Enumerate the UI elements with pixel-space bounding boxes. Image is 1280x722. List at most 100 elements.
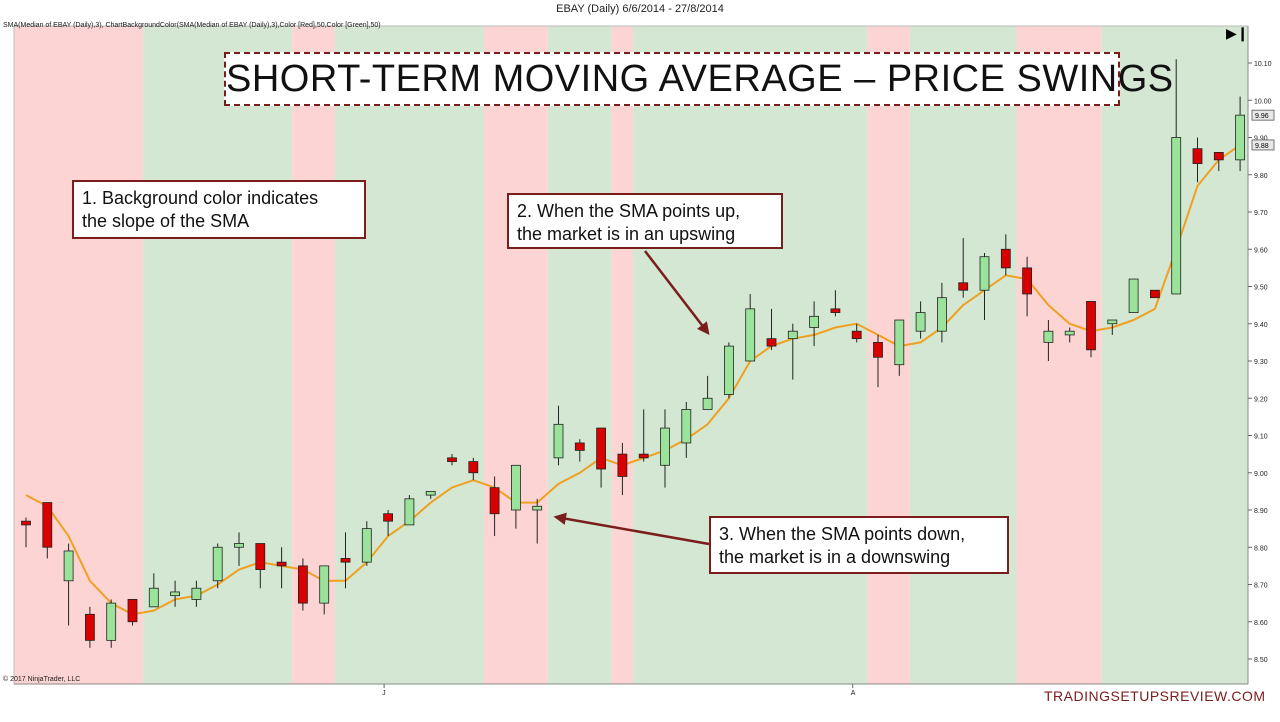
price-tick-label: 9.10 bbox=[1254, 434, 1268, 441]
price-tick-label: 9.60 bbox=[1254, 247, 1268, 254]
candle bbox=[63, 543, 74, 626]
candle-body-up bbox=[191, 587, 202, 600]
last-price-marker: 9.96 bbox=[1251, 109, 1275, 121]
candle-body-up bbox=[1064, 330, 1075, 336]
candle bbox=[106, 599, 117, 648]
background-bands bbox=[14, 26, 1248, 684]
candle bbox=[319, 565, 330, 615]
candle-body-down bbox=[489, 487, 500, 515]
price-tick-label: 10.00 bbox=[1254, 98, 1272, 105]
price-chart[interactable]: 8.50 8.60 8.70 8.80 8.90 9.00 9.10 9.20 9.30 9.40… bbox=[0, 18, 1280, 717]
candle-body-up bbox=[660, 427, 670, 466]
price-tick-label: 9.30 bbox=[1254, 359, 1268, 366]
candles bbox=[21, 59, 1245, 648]
candle-body-down bbox=[1022, 267, 1032, 295]
annotation-1-line2: the slope of the SMA bbox=[82, 211, 250, 231]
candle bbox=[979, 252, 990, 321]
candle bbox=[21, 517, 31, 548]
candle bbox=[297, 558, 308, 611]
chart-title: SHORT-TERM MOVING AVERAGE – PRICE SWINGS bbox=[224, 52, 1173, 106]
candle bbox=[596, 427, 606, 488]
candle bbox=[915, 301, 926, 339]
candle bbox=[937, 282, 947, 343]
candle-body-up bbox=[148, 587, 159, 608]
candle-body-down bbox=[851, 330, 862, 340]
price-tick-label: 9.20 bbox=[1254, 396, 1268, 403]
bg-band-up bbox=[909, 26, 1017, 684]
candle bbox=[1171, 59, 1182, 295]
candle-body-up bbox=[724, 345, 734, 395]
price-tick-label: 9.80 bbox=[1254, 173, 1268, 180]
indicator-label: SMA(Median of EBAY (Daily),3), ChartBack… bbox=[3, 22, 381, 29]
candle-body-up bbox=[681, 409, 692, 444]
candle-body-down bbox=[1086, 300, 1096, 351]
month-label: J bbox=[382, 690, 386, 697]
last-price-box bbox=[1251, 109, 1275, 121]
candle bbox=[660, 409, 670, 488]
candle-body-down bbox=[42, 502, 53, 548]
candle bbox=[127, 599, 138, 626]
annotation-3-line1: 3. When the SMA points down, bbox=[719, 524, 966, 544]
candle-body-down bbox=[276, 561, 287, 567]
bg-band-down bbox=[611, 26, 634, 684]
price-tick-label: 9.70 bbox=[1254, 210, 1268, 217]
bg-band-down bbox=[483, 26, 548, 684]
annotation-1-line1: 1. Background color indicates bbox=[82, 188, 319, 208]
candle bbox=[1235, 96, 1245, 172]
candle bbox=[404, 495, 415, 526]
candle bbox=[851, 323, 862, 343]
candle bbox=[340, 532, 351, 589]
bg-band-down bbox=[14, 26, 144, 684]
candle bbox=[724, 342, 734, 399]
candle bbox=[681, 401, 692, 458]
annotation-arrows bbox=[553, 250, 710, 546]
candle-body-up bbox=[63, 550, 74, 582]
candle-body-up bbox=[915, 312, 926, 332]
bg-band-up bbox=[334, 26, 484, 684]
candle bbox=[617, 442, 628, 496]
candle-body-down bbox=[617, 453, 628, 477]
candle-body-down bbox=[297, 565, 308, 604]
candle-body-down bbox=[574, 442, 585, 451]
candle-body-up bbox=[404, 498, 415, 526]
candle bbox=[276, 547, 287, 589]
candle-body-down bbox=[1000, 248, 1011, 269]
candle bbox=[553, 405, 564, 466]
price-tick-label: 9.00 bbox=[1254, 471, 1268, 478]
candle bbox=[510, 464, 521, 529]
candle-body-down bbox=[1150, 289, 1160, 299]
candle bbox=[447, 454, 457, 466]
month-label: A bbox=[851, 690, 856, 697]
copyright: © 2017 NinjaTrader, LLC bbox=[3, 676, 81, 683]
candle-body-up bbox=[1043, 330, 1054, 343]
brand-watermark: TRADINGSETUPSREVIEW.COM bbox=[1044, 688, 1266, 704]
candle-body-up bbox=[745, 308, 756, 362]
candle bbox=[809, 301, 819, 347]
candle bbox=[1150, 289, 1160, 299]
price-tick-label: 8.60 bbox=[1254, 620, 1268, 627]
arrow-upswing bbox=[644, 250, 710, 335]
candle-body-up bbox=[1107, 319, 1118, 325]
candle-body-down bbox=[255, 543, 266, 571]
candle-body-up bbox=[937, 297, 947, 332]
candle-body-down bbox=[766, 338, 777, 347]
candle bbox=[212, 543, 223, 589]
scroll-to-end-icon[interactable]: ▶❙ bbox=[1226, 25, 1249, 41]
candle bbox=[148, 573, 159, 608]
price-tick-label: 9.40 bbox=[1254, 322, 1268, 329]
candle bbox=[574, 439, 585, 462]
arrow-downswing bbox=[553, 512, 710, 546]
candle-body-up bbox=[510, 464, 521, 511]
last-price-box bbox=[1251, 139, 1275, 151]
candle-body-down bbox=[340, 558, 351, 563]
candle bbox=[1107, 319, 1118, 335]
candle-body-down bbox=[21, 520, 31, 526]
sma-line bbox=[25, 144, 1241, 616]
chart-area[interactable]: 8.50 8.60 8.70 8.80 8.90 9.00 9.10 9.20 9.30 9.40… bbox=[0, 18, 1280, 717]
candle-body-down bbox=[447, 457, 457, 462]
candle bbox=[1086, 300, 1096, 358]
last-price-label: 9.88 bbox=[1255, 143, 1269, 150]
candle bbox=[425, 490, 436, 499]
price-tick-label: 8.80 bbox=[1254, 545, 1268, 552]
